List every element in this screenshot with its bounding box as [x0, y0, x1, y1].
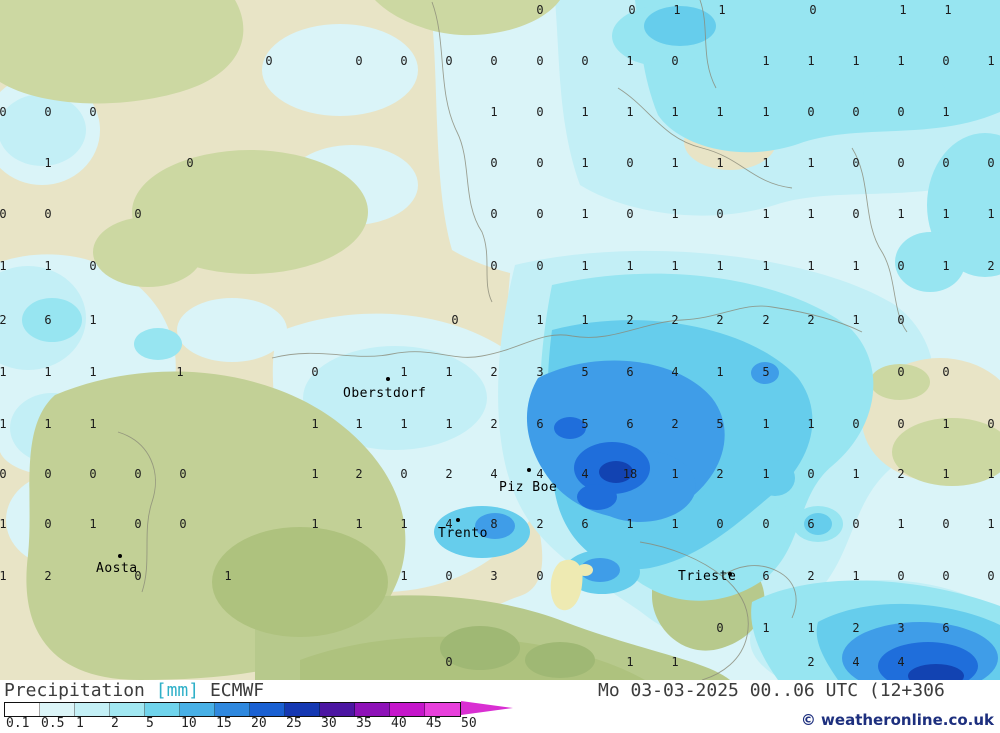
legend-segment	[75, 703, 110, 716]
legend-segment	[215, 703, 250, 716]
legend-tick-label: 50	[461, 716, 477, 731]
precipitation-map-svg	[0, 0, 1000, 680]
legend-tick-label: 35	[356, 716, 372, 731]
legend-segment	[285, 703, 320, 716]
legend-tick-label: 30	[321, 716, 337, 731]
legend-tick-label: 0.5	[41, 716, 65, 731]
model-name: ECMWF	[209, 680, 265, 701]
legend-segment	[320, 703, 355, 716]
legend-tick-label: 45	[426, 716, 442, 731]
legend-segment	[250, 703, 285, 716]
legend-tick-label: 5	[146, 716, 154, 731]
legend-segment	[180, 703, 215, 716]
border-lines	[117, 0, 908, 680]
legend-tick-label: 1	[76, 716, 84, 731]
legend-tick-label: 0.1	[6, 716, 30, 731]
legend-tick-label: 15	[216, 716, 232, 731]
legend-segment	[5, 703, 40, 716]
copyright-notice: © weatheronline.co.uk	[800, 711, 994, 729]
product-name: Precipitation	[4, 680, 145, 701]
legend-tick-label: 40	[391, 716, 407, 731]
land-layer	[0, 0, 1000, 680]
legend-tick-labels: 0.1 0.5 1 2 5 10 15 20 25 30 35 40 45 50	[0, 716, 520, 731]
legend-segment	[425, 703, 460, 716]
lagoon-patch	[550, 559, 593, 611]
valid-time-label: Mo 03-03-2025 00..06 UTC (12+306	[598, 680, 945, 701]
legend-segment	[40, 703, 75, 716]
legend-segment	[145, 703, 180, 716]
legend-segment	[355, 703, 390, 716]
legend-tick-label: 10	[181, 716, 197, 731]
legend-arrow	[461, 701, 513, 715]
legend-bar	[4, 702, 461, 717]
legend-segment	[390, 703, 425, 716]
rain-deep-layer	[434, 6, 1000, 680]
product-title: Precipitation [mm] ECMWF	[4, 680, 264, 701]
legend-tick-label: 25	[286, 716, 302, 731]
product-unit: [mm]	[155, 680, 200, 701]
caption-bar: Precipitation [mm] ECMWF Mo 03-03-2025 0…	[0, 680, 1000, 733]
legend-segment	[110, 703, 145, 716]
legend-tick-label: 2	[111, 716, 119, 731]
legend-tick-label: 20	[251, 716, 267, 731]
